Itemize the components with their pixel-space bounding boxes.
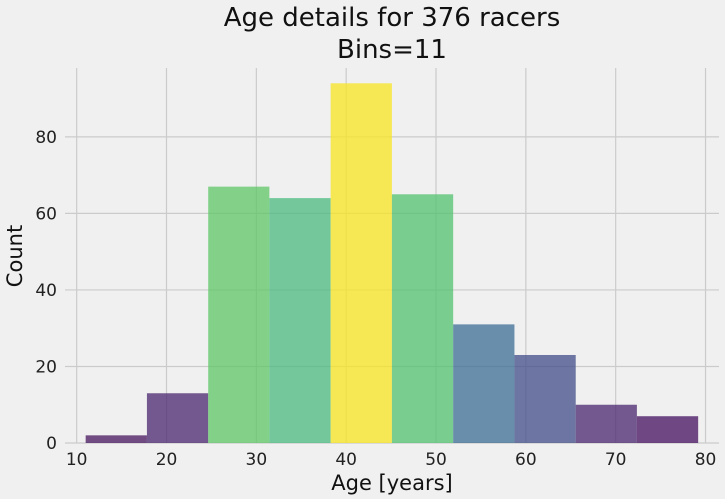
x-tick-label: 50 — [425, 450, 447, 470]
y-axis-title: Count — [3, 225, 27, 287]
x-tick-label: 30 — [246, 450, 268, 470]
chart-subtitle: Bins=11 — [337, 35, 447, 65]
x-tick-label: 40 — [335, 450, 357, 470]
y-tick-label: 40 — [35, 281, 57, 301]
y-tick-label: 80 — [35, 128, 57, 148]
histogram-bar — [514, 354, 576, 443]
histogram-bar — [636, 416, 699, 443]
x-tick-label: 10 — [66, 450, 88, 470]
y-tick-label: 60 — [35, 204, 57, 224]
histogram-bar — [391, 194, 454, 443]
y-tick-labels: 0 20 40 60 80 — [35, 128, 57, 454]
y-tick-label: 20 — [35, 357, 57, 377]
x-tick-label: 20 — [156, 450, 178, 470]
histogram-bar — [85, 435, 147, 443]
histogram-bars — [85, 83, 699, 444]
histogram-bar — [453, 324, 515, 443]
x-tick-label: 70 — [605, 450, 627, 470]
histogram-bar — [330, 83, 392, 443]
y-tick-label: 0 — [46, 434, 57, 454]
histogram-bar — [269, 198, 331, 443]
x-tick-label: 80 — [695, 450, 717, 470]
histogram-bar — [575, 404, 637, 443]
x-axis-title: Age [years] — [331, 471, 452, 495]
chart-title: Age details for 376 racers — [224, 3, 561, 33]
x-tick-labels: 10 20 30 40 50 60 70 80 — [66, 450, 716, 470]
histogram-bar — [208, 186, 270, 444]
histogram-bar — [146, 393, 209, 443]
x-tick-label: 60 — [515, 450, 537, 470]
